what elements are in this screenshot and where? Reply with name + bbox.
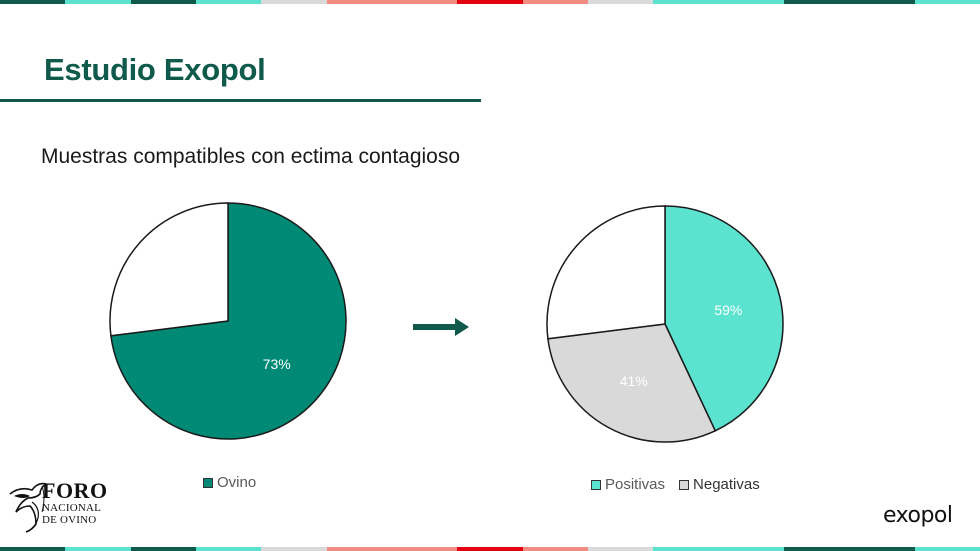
- foro-sheep-logo-icon: [9, 482, 48, 533]
- legend-label-negativas: Negativas: [693, 476, 760, 493]
- bottom-color-bar: [0, 547, 980, 551]
- color-bar-segment: [849, 0, 915, 4]
- color-bar-segment: [849, 547, 915, 551]
- color-bar-segment: [653, 547, 719, 551]
- color-bar-segment: [326, 547, 392, 551]
- pie-slice-remainder: [546, 205, 666, 340]
- color-bar-segment: [522, 0, 588, 4]
- color-bar-segment: [914, 547, 980, 551]
- foro-logo-text: FORO NACIONAL DE OVINO: [42, 480, 108, 526]
- color-bar-segment: [783, 547, 850, 551]
- color-bar-segment: [718, 0, 784, 4]
- legend-item-ovino: Ovino: [203, 474, 256, 491]
- color-bar-segment: [653, 0, 719, 4]
- exopol-logo: exopol: [883, 503, 953, 528]
- pie-label-ovino: 73%: [263, 356, 291, 372]
- color-bar-segment: [457, 547, 523, 551]
- color-bar-segment: [261, 0, 327, 4]
- color-bar-segment: [914, 0, 980, 4]
- color-bar-segment: [0, 0, 66, 4]
- color-bar-segment: [587, 0, 654, 4]
- color-bar-segment: [65, 0, 131, 4]
- color-bar-segment: [718, 547, 784, 551]
- arrow-right-icon: [413, 318, 469, 336]
- foro-logo-line1: FORO: [42, 478, 108, 503]
- pie-slice-positivas: [664, 205, 784, 432]
- color-bar-segment: [457, 0, 523, 4]
- legend-item-negativas: Negativas: [679, 476, 760, 493]
- foro-logo-line2: NACIONAL: [42, 502, 102, 514]
- color-bar-segment: [130, 547, 196, 551]
- pie-chart-resultados: 59% 41%: [546, 205, 784, 443]
- pie-chart-ovino: 73%: [109, 202, 347, 440]
- slide-title: Estudio Exopol: [44, 52, 266, 87]
- legend-label-ovino: Ovino: [217, 474, 257, 491]
- color-bar-segment: [783, 0, 850, 4]
- color-bar-segment: [130, 0, 196, 4]
- legend-pie-2: Positivas Negativas: [591, 476, 770, 493]
- top-color-bar: [0, 0, 980, 4]
- legend-item-positivas: Positivas: [591, 476, 665, 493]
- color-bar-segment: [522, 547, 588, 551]
- color-bar-segment: [261, 547, 327, 551]
- color-bar-segment: [195, 547, 262, 551]
- legend-label-positivas: Positivas: [605, 476, 666, 493]
- title-underline: [0, 99, 481, 102]
- pie-slice-negativas: [547, 323, 717, 443]
- legend-swatch-ovino: [203, 477, 213, 488]
- legend-pie-1: Ovino: [203, 474, 266, 491]
- color-bar-segment: [195, 0, 262, 4]
- color-bar-segment: [326, 0, 392, 4]
- color-bar-segment: [0, 547, 66, 551]
- color-bar-segment: [65, 547, 131, 551]
- pie-slice-remainder: [109, 202, 229, 337]
- color-bar-segment: [391, 547, 458, 551]
- foro-logo-line3: DE OVINO: [42, 514, 97, 526]
- pie-label-negativas: 41%: [620, 373, 648, 389]
- color-bar-segment: [587, 547, 654, 551]
- legend-swatch-negativas: [679, 479, 690, 490]
- color-bar-segment: [391, 0, 458, 4]
- slide-subtitle: Muestras compatibles con ectima contagio…: [41, 145, 461, 168]
- legend-swatch-positivas: [591, 479, 601, 490]
- pie-label-positivas: 59%: [714, 302, 742, 318]
